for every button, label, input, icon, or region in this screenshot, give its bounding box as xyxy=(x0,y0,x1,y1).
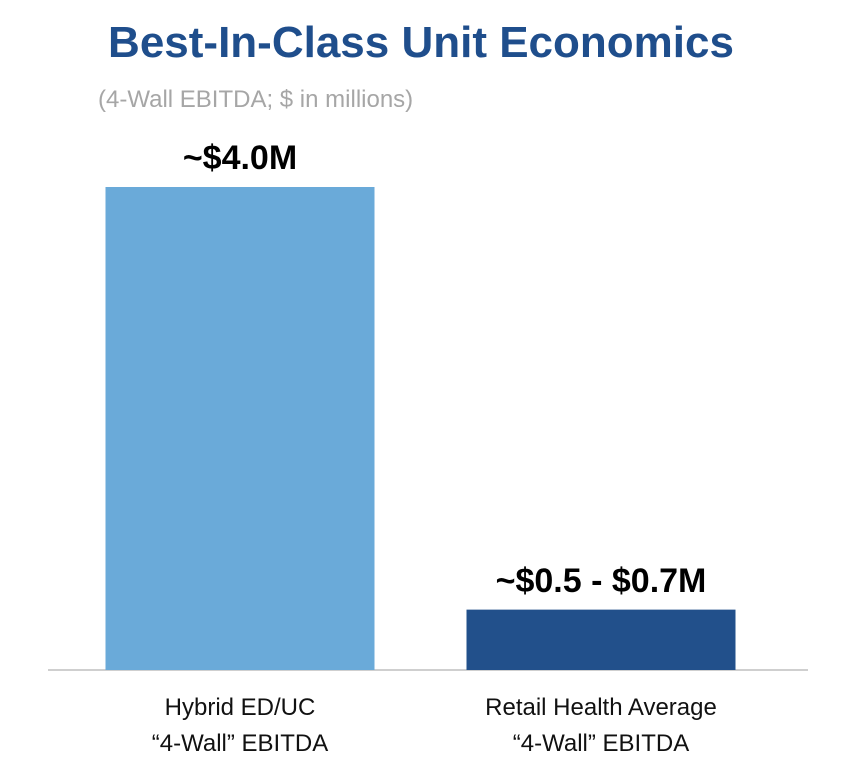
value-label: ~$0.5 - $0.7M xyxy=(495,561,707,600)
chart-subtitle: (4-Wall EBITDA; $ in millions) xyxy=(98,86,414,113)
x-tick-label: Retail Health Average “4-Wall” EBITDA xyxy=(485,694,717,757)
x-tick-label: Hybrid ED/UC “4-Wall” EBITDA xyxy=(151,694,329,757)
value-label: ~$4.0M xyxy=(182,139,298,177)
bar xyxy=(466,609,736,670)
bar xyxy=(105,187,375,670)
chart-title: Best-In-Class Unit Economics xyxy=(108,18,734,67)
